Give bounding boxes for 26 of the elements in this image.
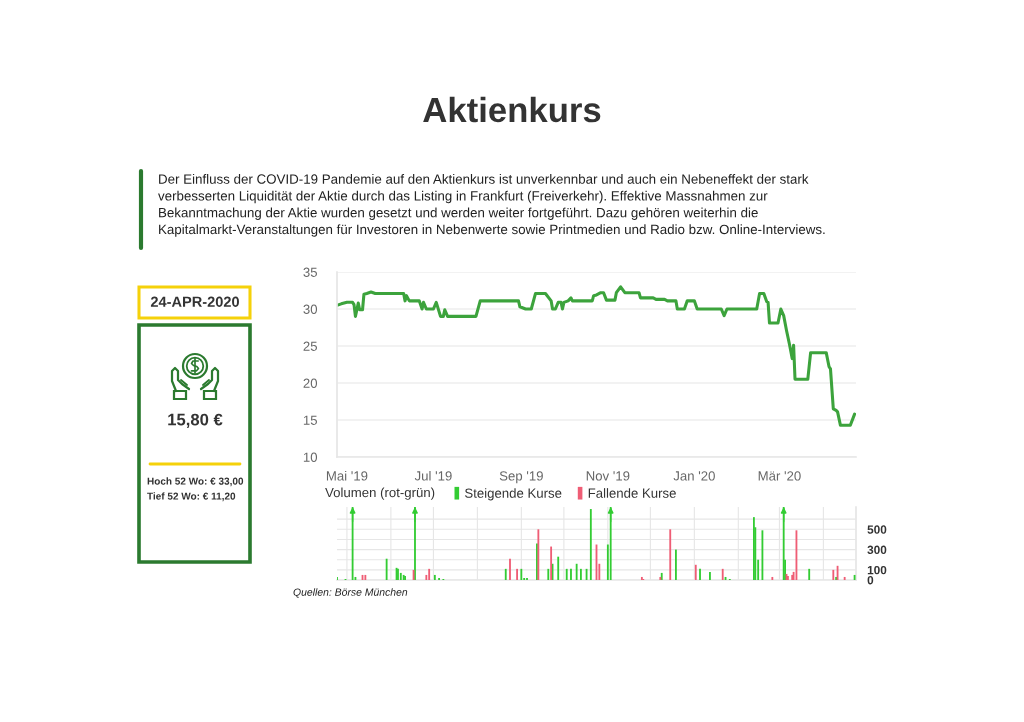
legend-label: Fallende Kurse: [588, 488, 676, 498]
source-note: Quellen: Börse München: [293, 588, 408, 598]
y-tick-label: 0: [867, 576, 874, 585]
text: 24-APR-2020: [150, 296, 239, 307]
x-tick-label: Mai '19: [326, 470, 368, 481]
y-tick-label: 30: [303, 304, 318, 314]
chart-title: Aktienkurs: [423, 96, 601, 123]
legend-label: Steigende Kurse: [465, 488, 562, 501]
text: 15,80 €: [168, 413, 223, 428]
x-tick-label: Mär '20: [758, 471, 801, 481]
x-tick-label: Jul '19: [414, 470, 452, 481]
y-tick-label: 500: [867, 525, 887, 534]
y-tick-label: 35: [303, 267, 317, 277]
y-tick-label: 10: [303, 452, 318, 462]
y-tick-label: 100: [867, 565, 887, 575]
text: Hoch 52 Wo: € 33,00: [147, 477, 244, 487]
y-tick-label: 15: [303, 415, 317, 425]
legend-title: Volumen (rot-grün): [325, 487, 435, 500]
x-tick-label: Sep '19: [499, 471, 543, 484]
text: Der Einfluss der COVID-19 Pandemie auf den Aktienkurs ist unverkennbar und auch ein Nebeneffekt der stark verbesserten Liquidität der Aktie durch das Listing in Frankfurt (Freiverkehr). Effektive Massnahmen zur Bekanntmachung der Aktie wurden gesetzt und werden weiter fortgeführt. Dazu gehören weiterhin die Kapitalmarkt-Veranstaltungen für Investoren in Nebenwerte sowie Printmedien und Radio bzw. Online-Interviews.: [158, 174, 825, 237]
y-tick-label: 300: [867, 545, 887, 554]
x-tick-label: Jan '20: [673, 471, 715, 481]
x-tick-label: Nov '19: [586, 471, 630, 481]
y-tick-label: 25: [303, 341, 317, 351]
text: Tief 52 Wo: € 11,20: [147, 492, 236, 502]
y-tick-label: 20: [303, 378, 318, 388]
